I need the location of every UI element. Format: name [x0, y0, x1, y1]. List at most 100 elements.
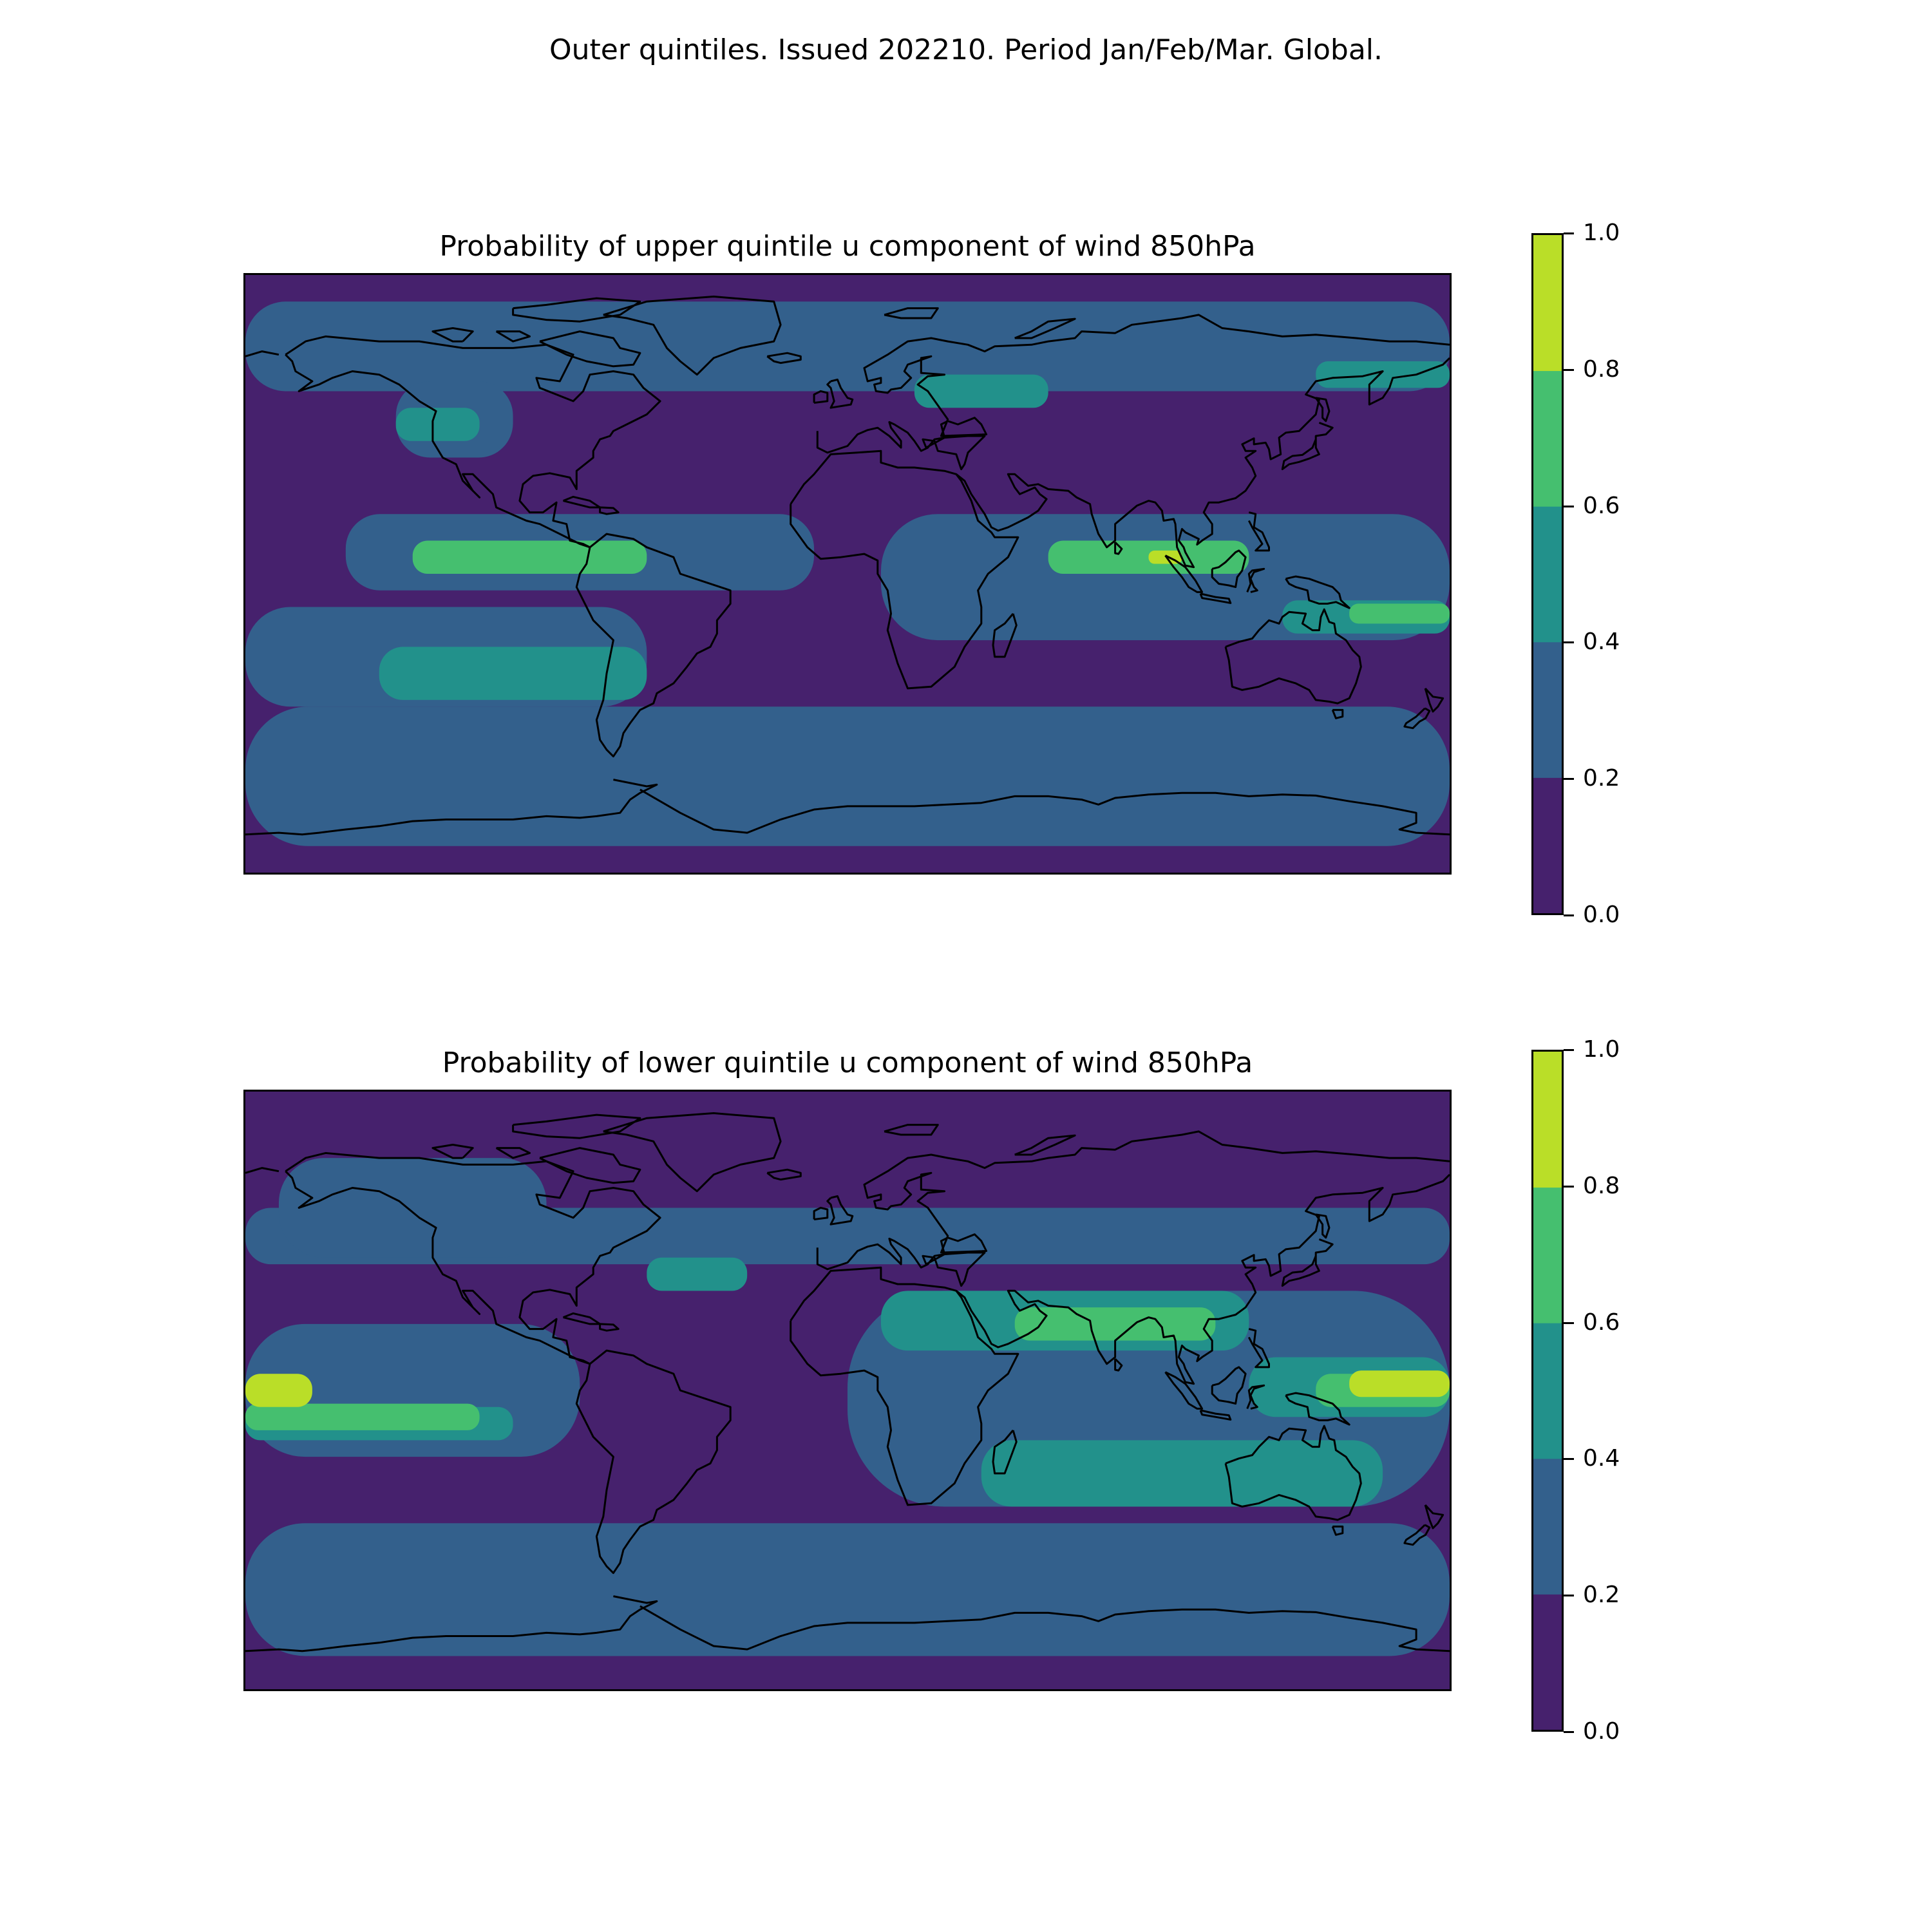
probability-region — [379, 647, 647, 700]
coastline — [1403, 707, 1431, 730]
upper-map-title: Probability of upper quintile u componen… — [439, 230, 1256, 263]
coastline — [1285, 1392, 1350, 1426]
lower-colorbar-tick-label: 0.8 — [1583, 1173, 1620, 1199]
coastline — [599, 506, 620, 515]
probability-region — [245, 1208, 1450, 1265]
coastline — [1014, 1134, 1076, 1156]
coastline — [1246, 1384, 1265, 1410]
coastline — [884, 307, 939, 319]
lower-map-title: Probability of lower quintile u componen… — [442, 1046, 1253, 1079]
coastline — [766, 1168, 802, 1181]
coastline — [512, 1113, 641, 1139]
coastline — [790, 450, 1019, 690]
coastline — [1114, 1358, 1123, 1372]
coastline — [512, 297, 641, 323]
coastline — [1211, 1366, 1247, 1405]
probability-region — [245, 1403, 480, 1430]
coastline — [495, 1147, 531, 1159]
coastline — [1281, 1238, 1334, 1287]
coastline — [603, 296, 782, 376]
coastline — [816, 1130, 1450, 1287]
colorbar-segment — [1533, 1323, 1562, 1459]
coastline — [826, 1195, 854, 1226]
coastline — [245, 1167, 279, 1174]
coastline — [639, 788, 1450, 836]
lower-colorbar-tick-label: 0.4 — [1583, 1445, 1620, 1472]
upper-colorbar-tick-label: 0.8 — [1583, 356, 1620, 383]
coastline — [1403, 1524, 1431, 1546]
coastline — [1164, 554, 1204, 593]
coastline — [245, 779, 658, 836]
coastline — [1114, 541, 1123, 555]
colorbar-segment — [1533, 1187, 1562, 1323]
probability-region — [647, 1257, 748, 1291]
lower-colorbar-tick-label: 0.6 — [1583, 1309, 1620, 1336]
lower-quintile-map — [243, 1090, 1452, 1691]
coastline — [575, 1349, 732, 1575]
colorbar-segment — [1533, 1594, 1562, 1730]
upper-colorbar — [1531, 233, 1564, 915]
coastline — [1164, 1371, 1204, 1410]
colorbar-segment — [1533, 1052, 1562, 1188]
colorbar-segment — [1533, 1458, 1562, 1595]
coastline — [766, 352, 802, 365]
upper-colorbar-tick-label: 0.0 — [1583, 902, 1620, 928]
coastline — [1014, 317, 1076, 339]
colorbar-segment — [1533, 506, 1562, 643]
figure-suptitle: Outer quintiles. Issued 202210. Period J… — [549, 33, 1383, 66]
coastline — [539, 330, 641, 368]
lower-colorbar-tick-label: 0.0 — [1583, 1718, 1620, 1745]
coastline — [1331, 1525, 1344, 1536]
coastline — [599, 1323, 620, 1332]
colorbar-segment — [1533, 641, 1562, 778]
colorbar-segment — [1533, 370, 1562, 507]
probability-region — [245, 1523, 1450, 1656]
coastline — [1224, 1425, 1362, 1521]
lower-colorbar-tick-label: 0.2 — [1583, 1582, 1620, 1608]
colorbar-segment — [1533, 777, 1562, 913]
coastline — [539, 1147, 641, 1184]
coastline — [1199, 1409, 1232, 1421]
coastline — [603, 1112, 782, 1193]
coastline — [285, 1151, 661, 1365]
colorbar-segment — [1533, 235, 1562, 372]
coastline — [562, 1312, 601, 1325]
coastline — [826, 378, 854, 409]
probability-region — [245, 301, 1450, 392]
coastline — [575, 533, 732, 758]
coastline — [1314, 397, 1331, 422]
coastline — [1285, 575, 1350, 609]
coastline — [992, 1429, 1018, 1475]
probability-region — [1014, 1307, 1216, 1341]
upper-colorbar-tick-label: 0.6 — [1583, 493, 1620, 519]
coastline — [1424, 687, 1444, 713]
coastline — [1211, 549, 1247, 589]
coastline — [1331, 708, 1344, 719]
upper-colorbar-tick-label: 0.4 — [1583, 629, 1620, 655]
coastline — [816, 314, 1450, 471]
probability-region — [914, 374, 1048, 408]
probability-region — [1316, 361, 1450, 388]
upper-colorbar-tick-label: 0.2 — [1583, 765, 1620, 791]
coastline — [813, 1206, 829, 1220]
coastline — [955, 1173, 1450, 1385]
lower-colorbar-tick-label: 1.0 — [1583, 1036, 1620, 1063]
coastline — [431, 1144, 474, 1159]
coastline — [813, 390, 829, 404]
coastline — [992, 612, 1018, 658]
coastline — [1424, 1504, 1444, 1530]
coastline — [790, 1266, 1019, 1506]
coastline — [1199, 592, 1232, 604]
upper-quintile-map — [243, 273, 1452, 875]
coastline — [639, 1605, 1450, 1653]
coastline — [1314, 1213, 1331, 1239]
coastline — [1247, 1328, 1270, 1368]
coastline — [884, 1124, 939, 1136]
coastline — [245, 350, 279, 357]
probability-region — [245, 706, 1450, 846]
probability-region — [1349, 603, 1450, 624]
coastline — [285, 335, 661, 549]
probability-region — [245, 1374, 312, 1407]
probability-region — [395, 408, 480, 441]
probability-region — [278, 1158, 547, 1258]
